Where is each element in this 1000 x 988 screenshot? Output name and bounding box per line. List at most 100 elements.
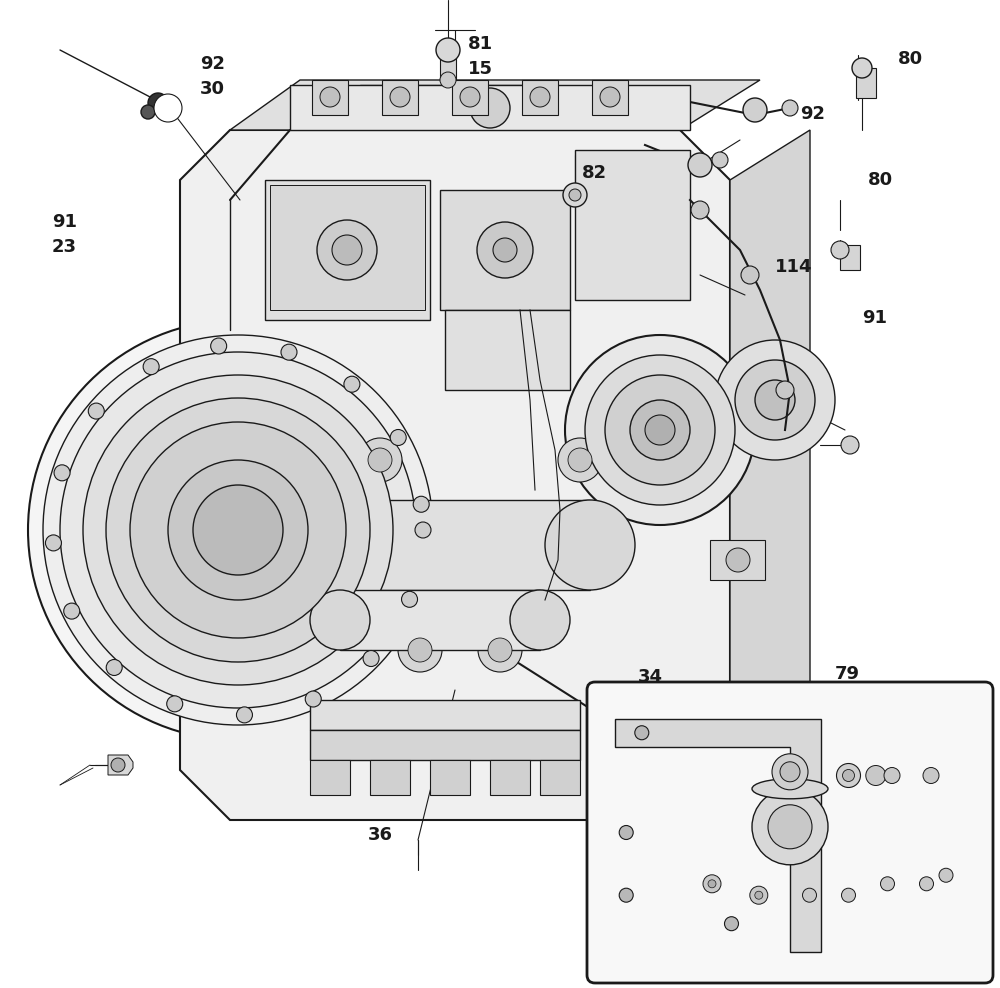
Circle shape xyxy=(413,496,429,512)
Bar xyxy=(310,760,350,795)
Bar xyxy=(710,540,765,580)
Bar xyxy=(856,68,876,98)
Circle shape xyxy=(724,917,738,931)
Circle shape xyxy=(154,94,182,122)
Circle shape xyxy=(175,598,219,642)
Circle shape xyxy=(772,754,808,789)
Circle shape xyxy=(470,88,510,128)
Polygon shape xyxy=(730,130,810,750)
Circle shape xyxy=(281,344,297,361)
Circle shape xyxy=(193,485,283,575)
Circle shape xyxy=(332,235,362,265)
Circle shape xyxy=(688,153,712,177)
Text: 15: 15 xyxy=(468,60,493,78)
Circle shape xyxy=(939,868,953,882)
Circle shape xyxy=(60,352,416,708)
Circle shape xyxy=(83,375,393,685)
Circle shape xyxy=(585,355,735,505)
Text: 30: 30 xyxy=(200,80,225,98)
FancyBboxPatch shape xyxy=(587,682,993,983)
Bar xyxy=(445,310,570,390)
Circle shape xyxy=(398,628,442,672)
Circle shape xyxy=(148,93,168,113)
Bar xyxy=(540,760,580,795)
Circle shape xyxy=(923,768,939,783)
Circle shape xyxy=(741,266,759,284)
Text: 80: 80 xyxy=(868,171,893,189)
Circle shape xyxy=(569,189,581,201)
Circle shape xyxy=(768,805,812,849)
Circle shape xyxy=(305,691,321,707)
Circle shape xyxy=(64,603,80,619)
Text: 50: 50 xyxy=(895,712,920,730)
Polygon shape xyxy=(680,700,810,820)
Text: 34: 34 xyxy=(638,668,663,686)
Text: 72: 72 xyxy=(862,688,887,705)
Bar xyxy=(382,80,418,115)
Text: 23: 23 xyxy=(52,238,77,256)
Circle shape xyxy=(708,879,716,888)
Circle shape xyxy=(752,788,828,864)
Text: 82: 82 xyxy=(582,164,607,182)
Text: 92: 92 xyxy=(200,55,225,73)
Circle shape xyxy=(175,468,219,512)
Circle shape xyxy=(211,338,227,354)
Text: 50: 50 xyxy=(718,809,743,827)
Circle shape xyxy=(645,415,675,445)
Polygon shape xyxy=(310,700,580,730)
Text: 91: 91 xyxy=(52,213,77,231)
Polygon shape xyxy=(175,490,220,620)
Text: 36: 36 xyxy=(368,826,393,844)
Text: 67: 67 xyxy=(862,752,887,770)
Circle shape xyxy=(755,891,763,899)
Circle shape xyxy=(866,766,886,785)
Circle shape xyxy=(600,87,620,107)
Bar xyxy=(430,760,470,795)
Circle shape xyxy=(320,87,340,107)
Circle shape xyxy=(28,320,448,740)
Circle shape xyxy=(317,220,377,280)
Polygon shape xyxy=(180,130,730,820)
Circle shape xyxy=(402,591,418,608)
Circle shape xyxy=(408,638,432,662)
Text: 114: 114 xyxy=(775,258,812,276)
Circle shape xyxy=(358,438,402,482)
Circle shape xyxy=(390,430,406,446)
Circle shape xyxy=(368,448,392,472)
Circle shape xyxy=(265,500,355,590)
Polygon shape xyxy=(575,150,690,300)
Circle shape xyxy=(635,726,649,740)
Circle shape xyxy=(167,696,183,711)
Circle shape xyxy=(755,380,795,420)
Circle shape xyxy=(106,659,122,676)
Circle shape xyxy=(530,87,550,107)
Circle shape xyxy=(488,638,512,662)
Text: 81: 81 xyxy=(468,36,493,53)
Circle shape xyxy=(630,400,690,460)
Circle shape xyxy=(565,335,755,525)
Circle shape xyxy=(619,888,633,902)
Bar xyxy=(522,80,558,115)
Circle shape xyxy=(568,448,592,472)
Circle shape xyxy=(735,360,815,440)
Circle shape xyxy=(831,241,849,259)
Ellipse shape xyxy=(752,779,828,799)
Bar xyxy=(312,80,348,115)
Circle shape xyxy=(782,100,798,116)
Circle shape xyxy=(477,222,533,278)
Circle shape xyxy=(54,464,70,481)
Circle shape xyxy=(726,548,750,572)
Circle shape xyxy=(236,706,252,723)
Polygon shape xyxy=(440,190,570,310)
Circle shape xyxy=(141,105,155,119)
Circle shape xyxy=(558,438,602,482)
Circle shape xyxy=(691,201,709,219)
Circle shape xyxy=(493,238,517,262)
Circle shape xyxy=(780,762,800,782)
Circle shape xyxy=(88,403,104,419)
Circle shape xyxy=(836,764,860,787)
Circle shape xyxy=(881,876,895,891)
Text: 92: 92 xyxy=(800,105,825,123)
Circle shape xyxy=(920,876,934,891)
Circle shape xyxy=(415,522,431,538)
